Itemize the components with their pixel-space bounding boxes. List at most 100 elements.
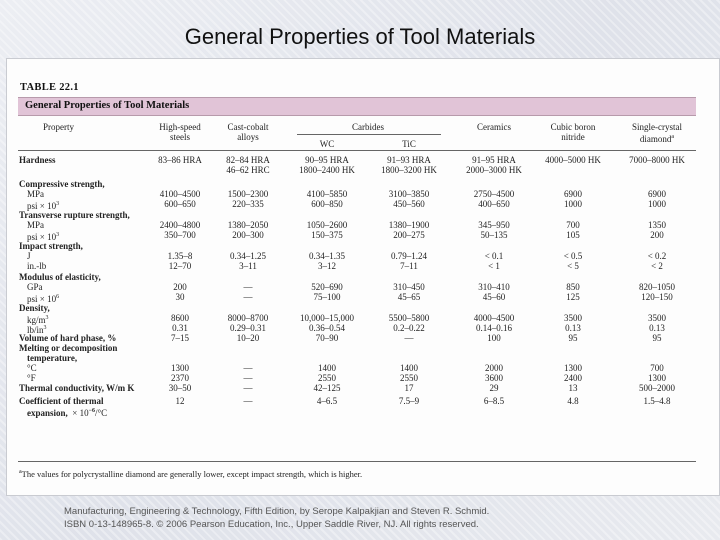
table-cell: < 1 [488, 261, 500, 271]
table-cell: — [243, 383, 253, 393]
credit-line: Manufacturing, Engineering & Technology,… [64, 505, 489, 531]
table-cell: 0.34–1.35 [309, 251, 345, 261]
row-label: in.-lb [27, 261, 46, 271]
table-cell: 3–12 [318, 261, 336, 271]
table-cell: 150–375 [311, 230, 343, 240]
row-label: Modulus of elasticity, [19, 272, 101, 282]
row-label-text: Melting or decomposition [19, 343, 118, 353]
table-cell: 105 [566, 230, 580, 240]
table-cell: 1350 [648, 220, 666, 230]
row-label-text: Thermal conductivity, W/m K [19, 383, 135, 393]
table-cell: 1.35–8 [167, 251, 193, 261]
table-cell: 1000 [564, 199, 582, 209]
row-label: °F [27, 373, 36, 383]
table-cell: 1400 [318, 363, 336, 373]
row-label-text: Modulus of elasticity, [19, 272, 101, 282]
table-cell: 2000 [485, 363, 503, 373]
table-cell: 600–850 [311, 199, 343, 209]
row-label: psi × 103 [27, 230, 59, 242]
header-carbides: Carbides [352, 122, 384, 132]
row-label-text: J [27, 251, 31, 261]
table-cell: 4100–4500 [159, 189, 201, 199]
table-cell: 700 [566, 220, 580, 230]
table-cell: 220–335 [232, 199, 264, 209]
row-label-text: MPa [27, 220, 45, 230]
table-cell: — [243, 373, 253, 383]
table-cell: 700 [650, 363, 664, 373]
table-cell: 200–300 [232, 230, 264, 240]
row-label-text: GPa [27, 282, 43, 292]
table-cell: 45–60 [482, 292, 506, 302]
table-cell: < 2 [651, 261, 663, 271]
table-cell: 100 [487, 333, 501, 343]
table-cell: 1050–2600 [306, 220, 348, 230]
table-cell: 1300 [564, 363, 582, 373]
row-label: psi × 106 [27, 292, 59, 304]
row-label-text: Volume of hard phase, % [19, 333, 117, 343]
table-cell: 7–15 [171, 333, 189, 343]
table-cell: — [243, 292, 253, 302]
row-label: kg/m3 [27, 313, 49, 325]
table-cell: 2550 [400, 373, 418, 383]
header-cbn-line1: Cubic boron [550, 122, 596, 132]
table-cell: 125 [566, 292, 580, 302]
row-label: °C [27, 363, 37, 373]
table-cell: 70–90 [315, 333, 339, 343]
table-cell: 2400 [564, 373, 582, 383]
table-cell: — [243, 282, 253, 292]
table-cell: < 0.5 [563, 251, 583, 261]
table-cell: 310–410 [478, 282, 510, 292]
row-label: lb/in3 [27, 323, 47, 335]
row-label: expansion, × 10−6/°C [27, 406, 107, 418]
table-cell: 310–450 [393, 282, 425, 292]
table-cell: 1300 [648, 373, 666, 383]
row-label: Impact strength, [19, 241, 83, 251]
footnote: aThe values for polycrystalline diamond … [19, 467, 362, 479]
table-cell: 17 [404, 383, 414, 393]
table-cell: 1.5–4.8 [643, 396, 671, 406]
header-cbn-line2: nitride [561, 132, 585, 142]
carbides-rule [297, 134, 441, 135]
table-cell: 42–125 [313, 383, 341, 393]
row-label-text: kg/m [27, 315, 46, 325]
row-label: MPa [27, 220, 44, 230]
table-cell: 0.79–1.24 [391, 251, 427, 261]
row-label: Compressive strength, [19, 179, 105, 189]
table-cell: 2750–4500 [473, 189, 515, 199]
row-label-superscript: 3 [56, 232, 60, 238]
table-cell: 95 [568, 333, 578, 343]
header-hss-line1: High-speed [159, 122, 201, 132]
table-cell: 45–65 [397, 292, 421, 302]
table-cell: 2000–3000 HK [466, 165, 522, 175]
table-cell: 345–950 [478, 220, 510, 230]
table-cell: — [243, 363, 253, 373]
table-cell: 4000–5000 HK [545, 155, 601, 165]
bottom-rule [18, 461, 696, 462]
row-label-text: Hardness [19, 155, 56, 165]
row-label-text: psi × 10 [27, 294, 57, 304]
header-ceramics: Ceramics [477, 122, 511, 132]
row-label: GPa [27, 282, 43, 292]
header-tic: TiC [402, 139, 416, 149]
table-cell: 91–95 HRA [472, 155, 516, 165]
table-title: General Properties of Tool Materials [25, 100, 190, 111]
row-label-suffix-unit: /°C [95, 408, 108, 418]
table-cell: 1380–1900 [388, 220, 430, 230]
row-label: Coefficient of thermal [19, 396, 103, 406]
table-cell: 8000–8700 [227, 313, 269, 323]
row-label: temperature, [27, 353, 77, 363]
table-cell: 450–560 [393, 199, 425, 209]
credit-line-2: ISBN 0-13-148965-8. © 2006 Pearson Educa… [64, 519, 479, 530]
row-label-text: MPa [27, 189, 45, 199]
table-cell: 200 [173, 282, 187, 292]
table-cell: 3–11 [239, 261, 257, 271]
table-cell: 200–275 [393, 230, 425, 240]
header-cast-cobalt-line1: Cast-cobalt [227, 122, 269, 132]
row-label-text: °F [27, 373, 36, 383]
table-cell: 120–150 [641, 292, 673, 302]
table-cell: 7.5–9 [398, 396, 420, 406]
table-cell: 29 [489, 383, 499, 393]
table-cell: 82–84 HRA [226, 155, 270, 165]
table-cell: 91–93 HRA [387, 155, 431, 165]
row-label-text: lb/in [27, 325, 44, 335]
